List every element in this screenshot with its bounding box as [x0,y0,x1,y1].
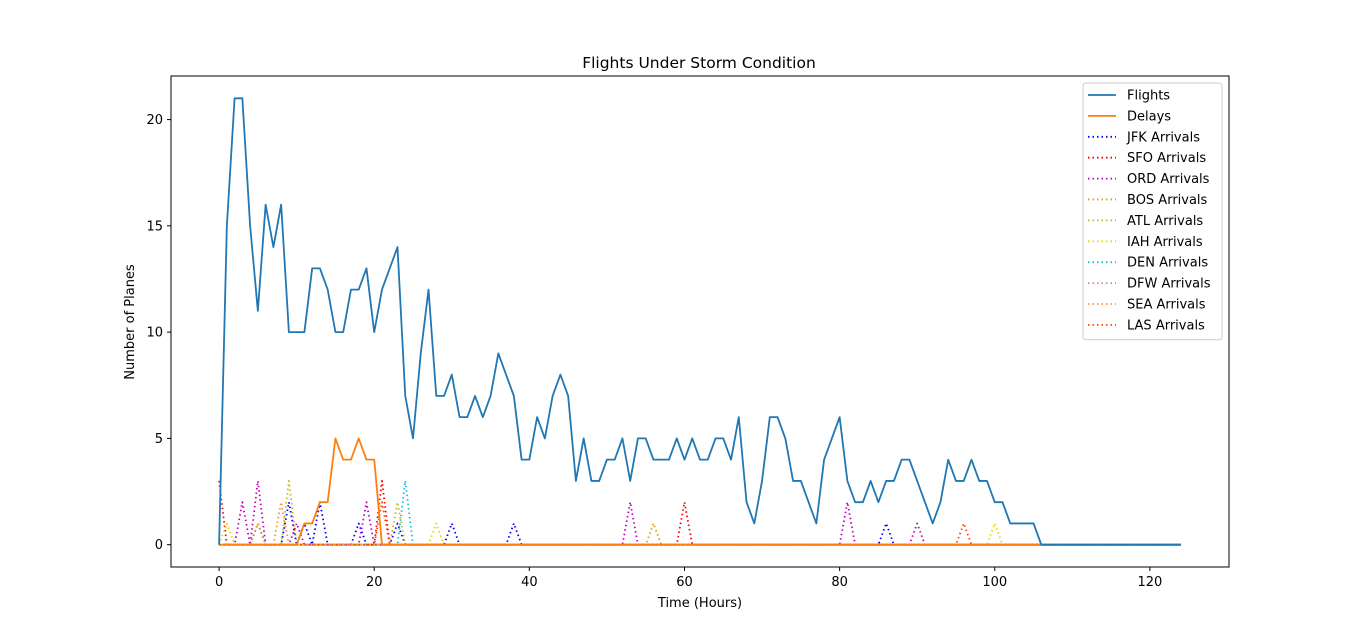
legend-label: DEN Arrivals [1127,256,1208,271]
x-tick-label: 100 [982,575,1007,590]
y-tick-label: 0 [155,538,163,553]
y-tick-label: 20 [146,113,163,128]
legend-label: JFK Arrivals [1126,130,1200,145]
y-tick-label: 15 [146,219,163,234]
plot-area [218,97,1181,546]
legend-label: ATL Arrivals [1127,214,1203,229]
y-tick-label: 10 [146,326,163,341]
x-tick-label: 20 [366,575,383,590]
legend-label: BOS Arrivals [1127,193,1208,208]
legend-label: ORD Arrivals [1127,172,1210,187]
series-line-flights [218,97,1181,546]
legend-label: IAH Arrivals [1127,235,1203,250]
x-tick-label: 40 [521,575,538,590]
y-tick-label: 5 [155,432,163,447]
x-tick-label: 0 [215,575,223,590]
y-axis-label: Number of Planes [123,264,138,380]
legend-box [1082,82,1223,341]
y-axis: 0 5 10 15 20 [146,113,171,553]
legend: Flights Delays JFK Arrivals SFO Arrivals ORD… [1082,82,1223,341]
plot-frame [170,75,1230,568]
x-tick-label: 80 [831,575,848,590]
chart-title: Flights Under Storm Condition [582,54,816,72]
legend-label: DFW Arrivals [1127,277,1211,292]
legend-label: SFO Arrivals [1127,151,1206,166]
x-tick-label: 60 [676,575,693,590]
series-line-delays [219,437,1181,546]
x-tick-label: 120 [1137,575,1162,590]
x-axis-label: Time (Hours) [657,596,742,611]
x-axis: 0 20 40 60 80 100 120 [215,567,1162,590]
legend-label: SEA Arrivals [1127,298,1206,313]
legend-label: Flights [1127,89,1170,104]
legend-label: Delays [1127,109,1171,124]
legend-label: LAS Arrivals [1127,318,1205,333]
